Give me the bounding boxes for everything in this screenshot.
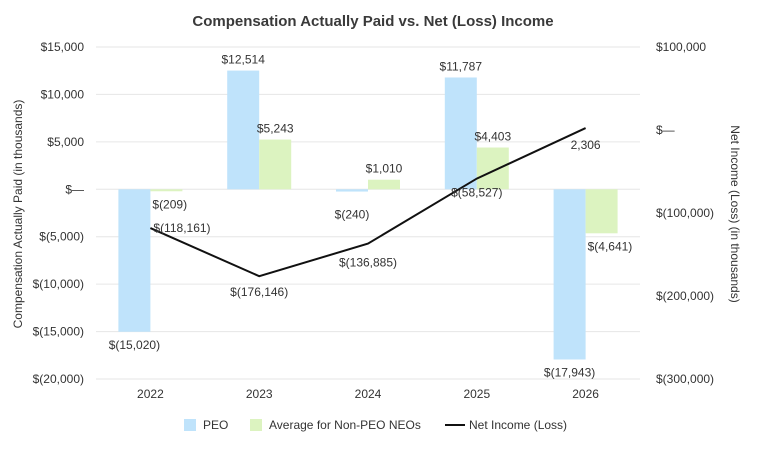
- bar: [368, 179, 400, 190]
- data-label: $11,787: [440, 59, 483, 73]
- bar: [476, 147, 509, 190]
- data-label: $(240): [335, 207, 370, 221]
- y-tick-label: $5,000: [47, 135, 84, 149]
- line-data-label: 2,306: [571, 138, 601, 152]
- bar: [553, 189, 586, 360]
- bar: [227, 70, 260, 190]
- x-tick-label: 2024: [355, 387, 382, 401]
- y-tick-label: $(5,000): [39, 230, 84, 244]
- net-income-line: [149, 127, 587, 278]
- y-tick-label: $(15,000): [33, 325, 84, 339]
- data-labels: $(15,020) $12,514 $(240) $11,787 $(17,943) $(…: [109, 53, 633, 380]
- data-label: $(15,020): [109, 338, 160, 352]
- line-data-label: $(58,527): [451, 186, 502, 200]
- y2-tick-label: $(300,000): [656, 372, 714, 386]
- x-tick-label: 2026: [572, 387, 599, 401]
- x-tick-label: 2025: [463, 387, 490, 401]
- line-data-label: $(118,161): [153, 221, 210, 235]
- bar: [444, 77, 477, 190]
- x-tick-label: 2022: [137, 387, 164, 401]
- legend-label: Net Income (Loss): [469, 418, 567, 432]
- bar: [150, 189, 183, 192]
- data-label: $12,514: [222, 53, 266, 67]
- grid-lines: [96, 46, 640, 380]
- legend-label: Average for Non-PEO NEOs: [269, 418, 421, 432]
- bar-marks: [118, 70, 618, 360]
- y2-tick-label: $100,000: [656, 40, 706, 54]
- line-data-label: $(176,146): [230, 285, 288, 299]
- y2-tick-label: $—: [656, 123, 675, 137]
- line-data-label: $(136,885): [339, 256, 397, 270]
- y-tick-label: $15,000: [41, 40, 85, 54]
- legend: PEO Average for Non-PEO NEOs Net Income (L…: [184, 418, 567, 432]
- y-tick-label: $10,000: [41, 87, 85, 101]
- axis-ticks: $15,000 $10,000 $5,000 $— $(5,000) $(10,000) $…: [33, 40, 714, 401]
- data-label: $1,010: [366, 162, 403, 176]
- chart-title: Compensation Actually Paid vs. Net (Loss…: [192, 13, 553, 30]
- y2-axis-label: Net Income (Loss) (in thousands): [728, 125, 742, 302]
- data-label: $(209): [152, 197, 187, 211]
- data-label: $5,243: [257, 122, 294, 136]
- data-label: $(17,943): [544, 365, 595, 379]
- legend-swatch: [250, 419, 262, 431]
- legend-swatch: [184, 419, 196, 431]
- bar: [336, 189, 368, 192]
- data-label: $4,403: [474, 130, 511, 144]
- y-tick-label: $(10,000): [33, 277, 84, 291]
- y2-tick-label: $(100,000): [656, 206, 714, 220]
- y2-tick-label: $(200,000): [656, 289, 714, 303]
- line-marks: [149, 127, 587, 278]
- legend-label: PEO: [203, 418, 228, 432]
- bar: [585, 189, 618, 234]
- bar: [118, 189, 151, 332]
- y-tick-label: $(20,000): [33, 372, 84, 386]
- y-axis-label: Compensation Actually Paid (in thousands…: [11, 100, 25, 329]
- x-tick-label: 2023: [246, 387, 273, 401]
- data-label: $(4,641): [588, 239, 633, 253]
- bar: [259, 139, 292, 190]
- y-tick-label: $—: [65, 182, 84, 196]
